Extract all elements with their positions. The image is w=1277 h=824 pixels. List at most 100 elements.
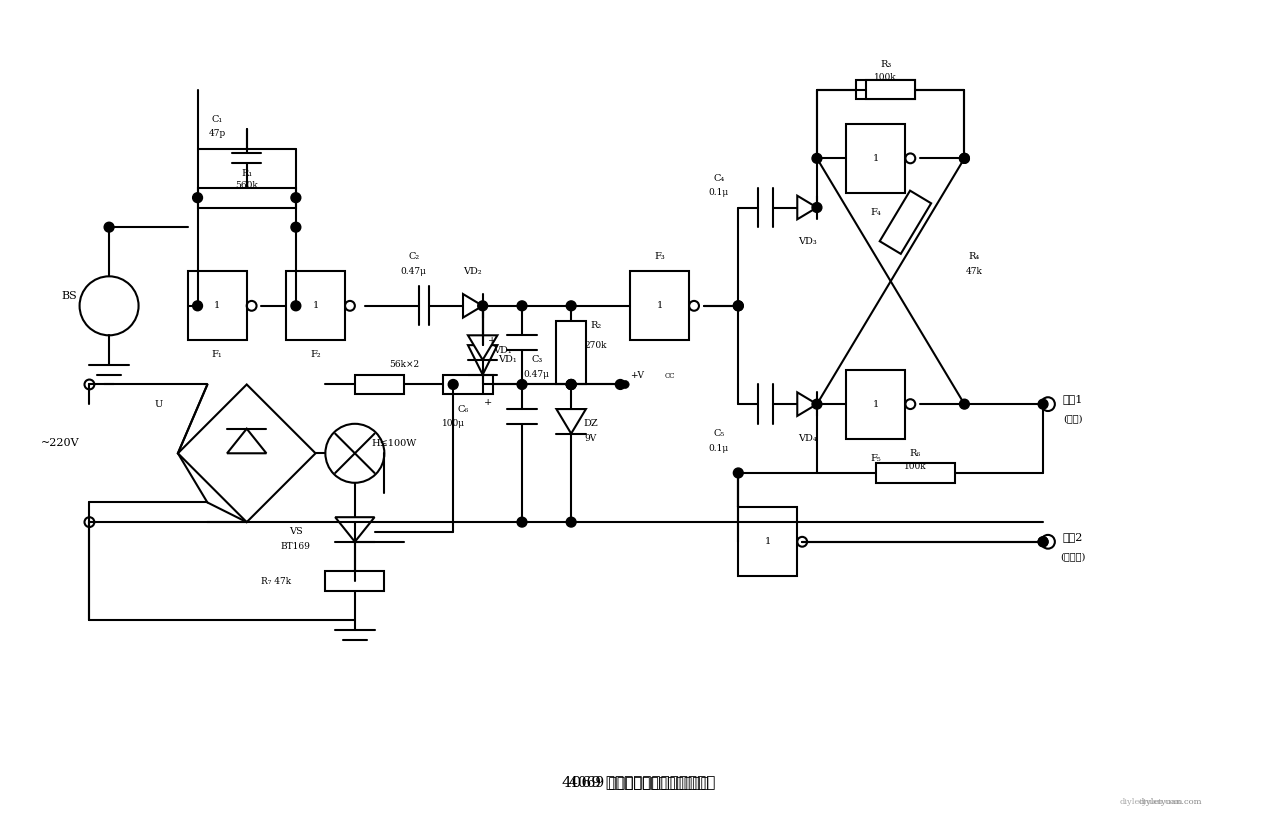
Bar [738, 508, 797, 576]
Circle shape [812, 399, 822, 409]
Text: 1: 1 [215, 302, 221, 311]
Text: 0.1μ: 0.1μ [709, 188, 729, 197]
Text: CC: CC [664, 372, 676, 380]
Text: +V: +V [630, 371, 644, 380]
Text: 100k: 100k [875, 73, 896, 82]
Circle shape [733, 301, 743, 311]
Text: 4069 制作的亚超声遥控开关电路: 4069 制作的亚超声遥控开关电路 [562, 775, 715, 789]
Circle shape [566, 380, 576, 390]
Text: DZ: DZ [584, 419, 598, 428]
Circle shape [812, 203, 822, 213]
Text: diyleiyuan.com: diyleiyuan.com [1120, 798, 1183, 807]
Text: VS: VS [289, 527, 303, 536]
Text: VD₁: VD₁ [493, 345, 512, 354]
Text: VD₃: VD₃ [798, 237, 816, 246]
Text: U: U [155, 400, 162, 409]
Bar [857, 80, 916, 100]
Polygon shape [797, 392, 817, 416]
Text: 47p: 47p [208, 129, 226, 138]
Text: F₁: F₁ [212, 350, 222, 359]
Text: 56k×2: 56k×2 [389, 360, 419, 369]
Polygon shape [227, 428, 267, 453]
Circle shape [517, 380, 527, 390]
Circle shape [566, 301, 576, 311]
Bar [630, 271, 690, 340]
Circle shape [291, 222, 301, 232]
Text: 1: 1 [872, 154, 879, 163]
Text: +: + [484, 398, 492, 407]
Circle shape [1038, 537, 1048, 546]
Text: 输出1: 输出1 [1062, 394, 1083, 405]
Text: F₃: F₃ [654, 252, 665, 261]
Polygon shape [467, 345, 498, 375]
Text: R₂: R₂ [590, 321, 601, 330]
Polygon shape [557, 409, 586, 433]
Bar [326, 571, 384, 591]
Circle shape [84, 380, 94, 390]
Circle shape [193, 301, 203, 311]
Circle shape [517, 301, 527, 311]
Text: 270k: 270k [585, 340, 607, 349]
Circle shape [291, 193, 301, 203]
Text: R₃: R₃ [880, 60, 891, 69]
Circle shape [105, 222, 114, 232]
Bar [847, 124, 905, 193]
Circle shape [1038, 399, 1048, 409]
Circle shape [291, 301, 301, 311]
Circle shape [622, 381, 630, 388]
Circle shape [812, 153, 822, 163]
Text: 0.47μ: 0.47μ [524, 370, 549, 379]
Circle shape [733, 468, 743, 478]
Polygon shape [880, 190, 931, 254]
Circle shape [448, 380, 458, 390]
Text: VD₄: VD₄ [798, 434, 816, 443]
Bar [355, 375, 404, 395]
Text: BT169: BT169 [281, 542, 310, 551]
Text: 1: 1 [765, 537, 771, 546]
Circle shape [959, 153, 969, 163]
Text: 47k: 47k [965, 267, 983, 276]
Circle shape [193, 193, 203, 203]
Bar [286, 271, 345, 340]
Polygon shape [464, 294, 483, 317]
Text: 输出2: 输出2 [1062, 531, 1083, 542]
Circle shape [478, 301, 488, 311]
Text: H≤100W: H≤100W [372, 439, 416, 448]
Bar [866, 80, 916, 100]
Bar [557, 321, 586, 385]
Text: 100k: 100k [904, 461, 927, 471]
Circle shape [84, 517, 94, 527]
Polygon shape [467, 335, 498, 360]
Text: C₃: C₃ [531, 355, 543, 364]
Text: 1: 1 [656, 302, 663, 311]
Text: C₁: C₁ [212, 115, 223, 124]
Text: diyleiyuan.com: diyleiyuan.com [1139, 798, 1203, 807]
Circle shape [566, 380, 576, 390]
Circle shape [959, 399, 969, 409]
Circle shape [1038, 537, 1048, 546]
Text: 1: 1 [872, 400, 879, 409]
Circle shape [616, 380, 626, 390]
Text: C₂: C₂ [409, 252, 419, 261]
Text: +: + [488, 335, 497, 344]
Text: BS: BS [61, 291, 78, 301]
Circle shape [517, 517, 527, 527]
Bar [876, 463, 955, 483]
Text: F₄: F₄ [871, 208, 881, 217]
Text: ~220V: ~220V [41, 438, 79, 448]
Text: (电平): (电平) [1062, 414, 1083, 424]
Text: R₇ 47k: R₇ 47k [262, 577, 291, 586]
Bar [188, 271, 246, 340]
Text: C₅: C₅ [713, 429, 724, 438]
Circle shape [959, 153, 969, 163]
Text: 4069 制作的亚超声遥控开关电路: 4069 制作的亚超声遥控开关电路 [568, 775, 709, 789]
Circle shape [566, 380, 576, 390]
Text: C₄: C₄ [713, 174, 724, 182]
Text: 1: 1 [313, 302, 319, 311]
Text: R₆: R₆ [909, 449, 921, 458]
Polygon shape [797, 196, 817, 219]
Bar [847, 370, 905, 438]
Polygon shape [335, 517, 374, 541]
Text: 9V: 9V [585, 434, 596, 443]
Text: R₁: R₁ [241, 169, 253, 178]
